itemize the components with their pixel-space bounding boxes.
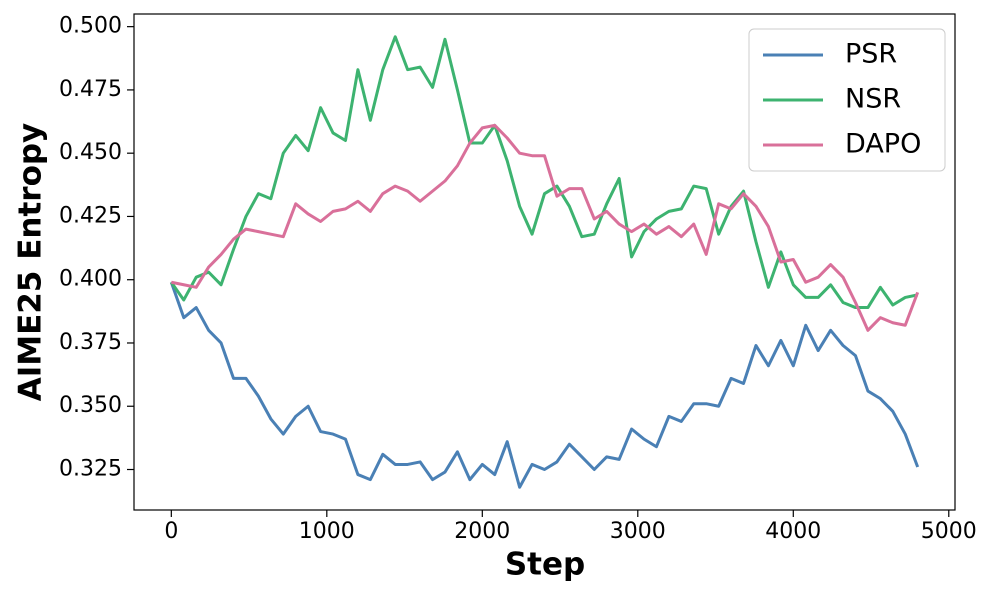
- y-tick-label: 0.400: [59, 267, 122, 292]
- x-tick-label: 3000: [610, 519, 666, 544]
- x-tick-label: 4000: [765, 519, 821, 544]
- x-tick-label: 0: [164, 519, 178, 544]
- legend-box: [748, 28, 946, 172]
- y-tick-label: 0.375: [59, 330, 122, 355]
- x-axis-label: Step: [505, 547, 585, 583]
- x-tick-label: 1000: [299, 519, 355, 544]
- legend-label: PSR: [845, 39, 897, 70]
- y-tick-label: 0.475: [59, 77, 122, 102]
- y-tick-label: 0.350: [59, 393, 122, 418]
- series-line: [170, 35, 918, 310]
- legend-label: DAPO: [845, 129, 921, 160]
- y-tick-label: 0.425: [59, 203, 122, 228]
- y-tick-label: 0.325: [59, 457, 122, 482]
- legend-label: NSR: [845, 84, 901, 115]
- x-tick-label: 2000: [454, 519, 510, 544]
- y-tick-label: 0.450: [59, 140, 122, 165]
- series-line: [169, 281, 920, 489]
- y-tick-label: 0.500: [59, 14, 122, 39]
- x-tick-label: 5000: [921, 519, 977, 544]
- plot-frame: [133, 13, 956, 511]
- y-axis-label: AIME25 Entropy: [13, 123, 49, 402]
- series-line: [171, 123, 920, 332]
